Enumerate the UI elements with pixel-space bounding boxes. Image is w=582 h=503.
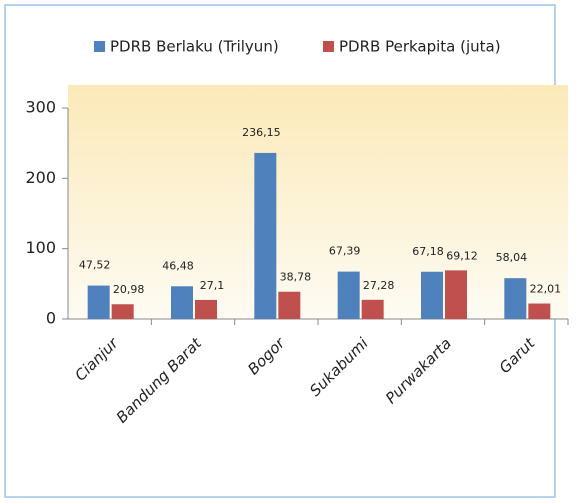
plot-background bbox=[68, 85, 568, 319]
value-label: 67,18 bbox=[412, 245, 444, 258]
bar bbox=[504, 278, 527, 319]
bar bbox=[87, 285, 110, 319]
value-label: 22,01 bbox=[530, 283, 562, 296]
bar bbox=[111, 304, 134, 319]
value-label: 69,12 bbox=[446, 249, 478, 262]
bar bbox=[528, 303, 551, 319]
value-label: 67,39 bbox=[329, 245, 361, 258]
legend-swatch bbox=[323, 41, 334, 52]
value-label: 46,48 bbox=[162, 259, 194, 272]
bar bbox=[195, 299, 217, 319]
legend-label: PDRB Berlaku (Trilyun) bbox=[110, 38, 279, 56]
bar bbox=[254, 152, 277, 319]
value-label: 27,28 bbox=[363, 279, 395, 292]
legend-label: PDRB Perkapita (juta) bbox=[339, 38, 501, 56]
value-label: 20,98 bbox=[113, 283, 145, 296]
bar bbox=[361, 299, 384, 319]
y-tick-label: 300 bbox=[25, 98, 56, 117]
bar bbox=[421, 271, 443, 319]
bar bbox=[278, 291, 301, 319]
legend-swatch bbox=[94, 41, 105, 52]
bar bbox=[337, 271, 360, 319]
bar bbox=[171, 286, 193, 319]
value-label: 236,15 bbox=[242, 126, 281, 139]
bar bbox=[445, 270, 467, 319]
value-label: 58,04 bbox=[496, 251, 528, 264]
y-tick-label: 0 bbox=[46, 309, 56, 328]
value-label: 47,52 bbox=[79, 259, 111, 272]
value-label: 27,1 bbox=[200, 279, 225, 292]
y-tick-label: 200 bbox=[25, 168, 56, 187]
value-label: 38,78 bbox=[280, 271, 312, 284]
y-tick-label: 100 bbox=[25, 238, 56, 257]
